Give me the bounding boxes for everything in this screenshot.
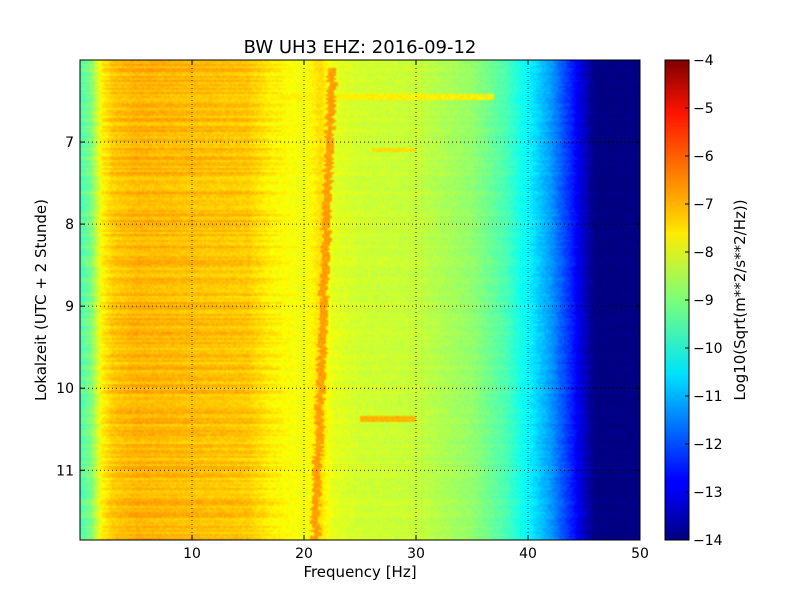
colorbar-tick-label: −5 (693, 101, 714, 117)
y-axis-label: Lokalzeit (UTC + 2 Stunde) (32, 199, 50, 401)
colorbar-tick-label: −10 (693, 341, 723, 357)
colorbar-tick-label: −13 (693, 485, 723, 501)
x-tick-label: 40 (519, 546, 537, 562)
x-tick-label: 20 (295, 546, 313, 562)
y-tick-label: 9 (65, 299, 74, 315)
x-axis-ticks: 10 20 30 40 50 (183, 60, 649, 562)
y-tick-label: 11 (56, 463, 74, 479)
colorbar-tick-label: −9 (693, 293, 714, 309)
x-tick-label: 30 (407, 546, 425, 562)
x-tick-label: 10 (183, 546, 201, 562)
y-tick-label: 8 (65, 217, 74, 233)
x-axis-label: Frequency [Hz] (303, 563, 416, 581)
colorbar-tick-label: −6 (693, 149, 714, 165)
spectrogram-heatmap (80, 60, 640, 540)
colorbar-ticks: −4 −5 −6 −7 −8 −9 −10 −11 −12 −13 −14 (685, 53, 723, 549)
colorbar-tick-label: −7 (693, 197, 714, 213)
y-tick-label: 7 (65, 135, 74, 151)
plot-frame (79, 59, 641, 541)
y-axis-ticks: 7 8 9 10 11 (56, 135, 640, 479)
x-tick-label: 50 (631, 546, 649, 562)
colorbar: −4 −5 −6 −7 −8 −9 −10 −11 −12 −13 −14 (664, 53, 723, 549)
colorbar-tick-label: −12 (693, 437, 723, 453)
colorbar-tick-label: −11 (693, 389, 723, 405)
y-tick-label: 10 (56, 381, 74, 397)
colorbar-label: Log10(Sqrt(m**2/s**2/Hz)) (731, 199, 749, 400)
colorbar-tick-label: −4 (693, 53, 714, 69)
colorbar-tick-label: −8 (693, 245, 714, 261)
colorbar-tick-label: −14 (693, 533, 723, 549)
plot-area: 10 20 30 40 50 7 8 9 10 11 (56, 59, 649, 562)
chart-title: BW UH3 EHZ: 2016-09-12 (244, 37, 477, 58)
